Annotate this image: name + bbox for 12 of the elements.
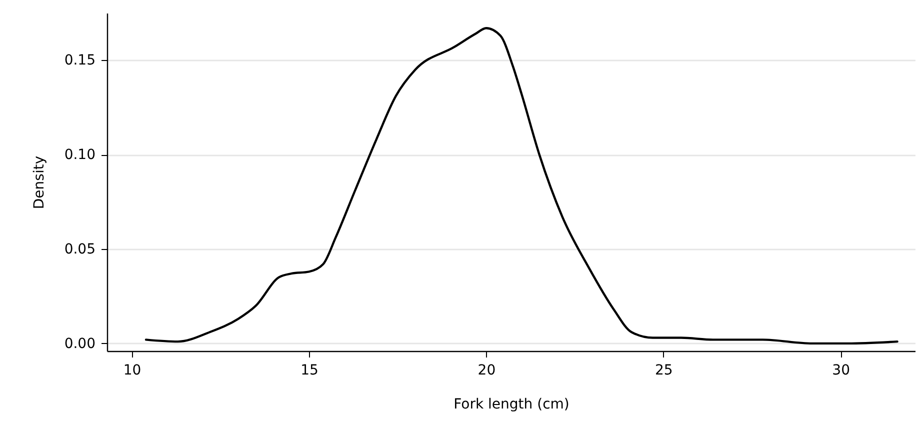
y-tick-label: 0.05	[64, 242, 96, 258]
x-tick-label: 25	[654, 362, 673, 378]
x-tick-label: 15	[300, 362, 318, 378]
line-series	[144, 27, 898, 345]
x-tick-label: 10	[123, 362, 142, 378]
y-tick-label: 0.10	[64, 147, 96, 164]
y-tick-label: 0.00	[64, 336, 96, 352]
x-axis-title: Fork length (cm)	[454, 396, 570, 412]
y-tick-label: 0.15	[64, 52, 96, 69]
y-axis-title: Density	[31, 156, 48, 210]
x-tick-label: 20	[478, 362, 496, 378]
x-tick-label: 30	[832, 362, 850, 378]
